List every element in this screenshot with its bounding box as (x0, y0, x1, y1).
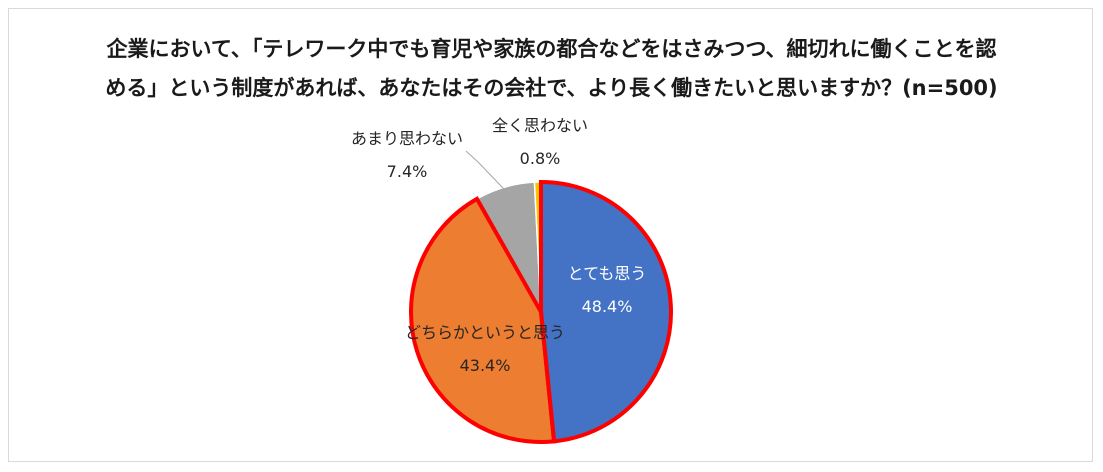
slice-label-1: どちらかというと思う (405, 323, 565, 342)
highlight-outline-1 (409, 196, 557, 444)
slice-label-3: 全く思わない (492, 116, 588, 135)
slice-label-2: あまり思わない (351, 129, 463, 148)
slice-value-1: 43.4% (460, 356, 511, 375)
chart-title-line-2: める」という制度があれば、あなたはその会社で、より長く働きたいと思いますか？(n… (105, 76, 998, 100)
slice-value-0: 48.4% (582, 297, 633, 316)
chart-title: 企業において、「テレワーク中でも育児や家族の都合などをはさみつつ、細切れに働くこ… (0, 30, 1103, 108)
chart-title-line-1: 企業において、「テレワーク中でも育児や家族の都合などをはさみつつ、細切れに働くこ… (106, 37, 997, 61)
highlight-outline-0 (539, 179, 673, 444)
slice-label-0: とても思う (568, 264, 647, 283)
slice-value-2: 7.4% (387, 162, 428, 181)
leader-line-2 (465, 150, 507, 192)
highlight-outlines (409, 179, 673, 444)
slice-value-3: 0.8% (520, 149, 561, 168)
leader-lines (465, 150, 507, 192)
